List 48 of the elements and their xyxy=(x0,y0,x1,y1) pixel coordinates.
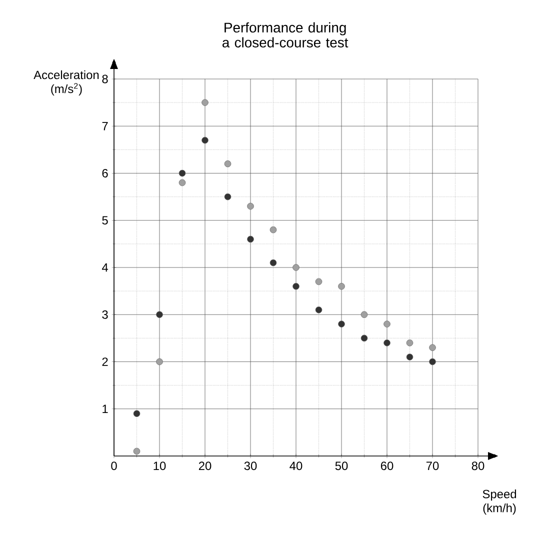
point xyxy=(156,311,163,318)
point xyxy=(315,278,322,286)
point xyxy=(247,236,254,243)
y-tick-label: 5 xyxy=(102,216,108,225)
point xyxy=(133,448,140,455)
y-tick-label: 2 xyxy=(102,358,108,366)
x-tick-label: 30 xyxy=(244,462,257,470)
point xyxy=(133,410,140,417)
point xyxy=(224,193,232,200)
y-tick-label: 8 xyxy=(102,74,108,84)
y-tick-label: 6 xyxy=(102,169,108,178)
point xyxy=(315,306,322,314)
point xyxy=(247,202,254,210)
y-axis-title: Acceleration (m/s$^{2}$) xyxy=(34,70,99,96)
point xyxy=(429,344,436,351)
point xyxy=(406,354,414,360)
point xyxy=(202,99,208,106)
point xyxy=(384,320,390,328)
y-tick-label: 4 xyxy=(102,263,108,272)
point xyxy=(202,136,208,144)
point xyxy=(270,226,277,234)
chart-title: Performance during a closed-course test xyxy=(222,22,348,48)
point xyxy=(360,311,368,318)
point xyxy=(429,358,436,366)
x-tick-label: 20 xyxy=(198,462,212,470)
point xyxy=(224,160,232,168)
y-tick-label: 3 xyxy=(102,310,108,319)
x-tick-label: 70 xyxy=(426,462,439,470)
y-tick-label: 1 xyxy=(102,404,108,413)
x-tick-label: 0 xyxy=(111,462,117,470)
point xyxy=(270,259,277,266)
point xyxy=(178,170,186,177)
y-tick-label: 7 xyxy=(102,122,108,130)
x-axis-title: Speed (km/h) xyxy=(482,490,516,515)
point xyxy=(338,282,345,290)
x-tick-label: 50 xyxy=(335,462,348,470)
point xyxy=(406,340,414,346)
point xyxy=(384,340,390,346)
x-tick-label: 10 xyxy=(154,462,166,470)
x-tick-label: 60 xyxy=(380,462,394,470)
point xyxy=(156,358,163,366)
point xyxy=(338,320,345,328)
point xyxy=(292,264,300,271)
point xyxy=(178,179,186,186)
point xyxy=(360,334,368,342)
x-tick-label: 80 xyxy=(472,462,484,470)
point xyxy=(292,282,300,290)
x-tick-label: 40 xyxy=(290,462,302,470)
